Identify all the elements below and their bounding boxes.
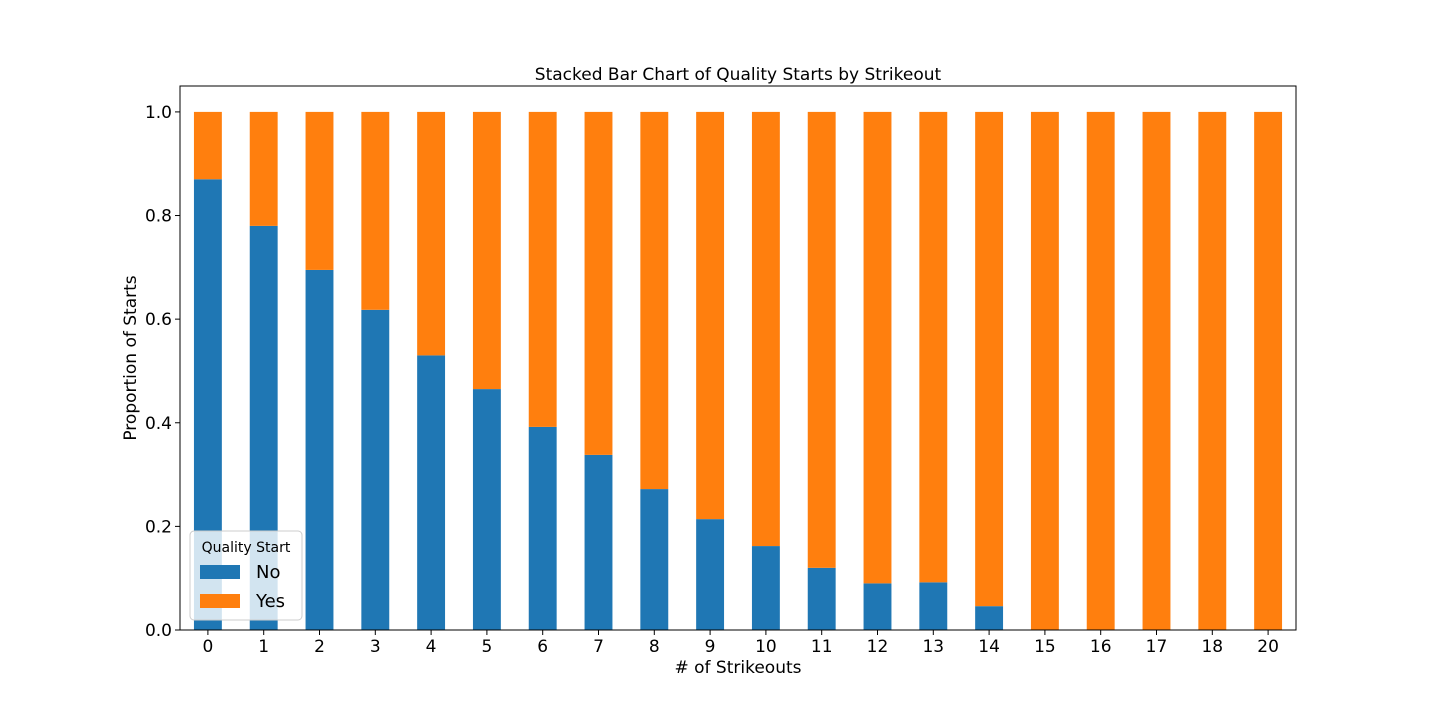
bar-no-8 <box>640 489 669 630</box>
y-tick-label: 1.0 <box>145 103 172 123</box>
x-tick-label: 7 <box>593 637 604 657</box>
x-tick-label: 14 <box>978 637 1000 657</box>
bar-yes-8 <box>640 111 669 490</box>
axes-frame <box>179 85 1297 631</box>
chart-title: Stacked Bar Chart of Quality Starts by S… <box>535 65 942 85</box>
legend-swatch-no <box>200 565 240 579</box>
legend-label-yes: Yes <box>255 591 285 612</box>
bar-yes-4 <box>417 111 446 356</box>
x-tick-label: 20 <box>1257 637 1279 657</box>
bar-yes-16 <box>1086 111 1115 630</box>
bar-yes-3 <box>361 111 390 310</box>
bars-layer <box>193 111 1283 630</box>
x-tick-label: 11 <box>811 637 833 657</box>
legend: Quality Start No Yes <box>189 530 303 621</box>
y-axis-label: Proportion of Starts <box>121 275 141 440</box>
bar-yes-5 <box>472 111 501 390</box>
x-axis-label: # of Strikeouts <box>674 658 801 678</box>
bar-yes-7 <box>584 111 613 455</box>
bar-no-12 <box>863 583 892 630</box>
x-tick-label: 8 <box>649 637 660 657</box>
x-tick-label: 5 <box>481 637 492 657</box>
legend-label-no: No <box>256 562 280 583</box>
bar-yes-11 <box>807 111 836 568</box>
y-tick-label: 0.0 <box>145 621 172 641</box>
bar-yes-15 <box>1030 111 1059 630</box>
bar-yes-18 <box>1198 111 1227 630</box>
bar-no-5 <box>472 389 501 630</box>
x-tick-label: 15 <box>1034 637 1056 657</box>
x-tick-label: 3 <box>370 637 381 657</box>
bar-no-6 <box>528 426 557 630</box>
bar-yes-0 <box>193 111 222 180</box>
bar-no-14 <box>975 606 1004 630</box>
bar-yes-14 <box>975 111 1004 607</box>
y-ticks-layer: 0.0 0.2 0.4 0.6 0.8 1.0 <box>145 103 180 641</box>
x-tick-label: 1 <box>258 637 269 657</box>
bar-yes-12 <box>863 111 892 584</box>
bar-no-13 <box>919 582 948 630</box>
bar-no-10 <box>751 546 780 630</box>
x-tick-label: 2 <box>314 637 325 657</box>
x-tick-label: 12 <box>867 637 889 657</box>
x-tick-label: 18 <box>1201 637 1223 657</box>
bar-yes-13 <box>919 111 948 583</box>
bar-yes-20 <box>1254 111 1283 630</box>
bar-yes-1 <box>249 111 278 226</box>
y-tick-label: 0.6 <box>145 310 172 330</box>
bar-no-11 <box>807 567 836 630</box>
bar-yes-10 <box>751 111 780 547</box>
bar-no-9 <box>696 519 725 630</box>
bar-yes-9 <box>696 111 725 520</box>
bar-yes-6 <box>528 111 557 427</box>
y-tick-label: 0.4 <box>145 414 172 434</box>
bar-yes-2 <box>305 111 334 270</box>
bar-no-4 <box>417 355 446 630</box>
bar-no-7 <box>584 454 613 630</box>
legend-swatch-yes <box>200 594 240 608</box>
bar-no-3 <box>361 309 390 630</box>
x-tick-label: 13 <box>922 637 944 657</box>
legend-title: Quality Start <box>202 540 291 556</box>
bar-no-2 <box>305 269 334 630</box>
x-tick-label: 10 <box>755 637 777 657</box>
x-ticks-layer: 0 1 2 3 4 5 6 7 8 9 10 11 12 13 14 15 16 17 18 20 <box>202 630 1279 657</box>
x-tick-label: 6 <box>537 637 548 657</box>
x-tick-label: 16 <box>1090 637 1112 657</box>
x-tick-label: 4 <box>426 637 437 657</box>
bar-yes-17 <box>1142 111 1171 630</box>
x-tick-label: 9 <box>705 637 716 657</box>
x-tick-label: 17 <box>1146 637 1168 657</box>
y-tick-label: 0.8 <box>145 207 172 227</box>
x-tick-label: 0 <box>202 637 213 657</box>
y-tick-label: 0.2 <box>145 517 172 537</box>
